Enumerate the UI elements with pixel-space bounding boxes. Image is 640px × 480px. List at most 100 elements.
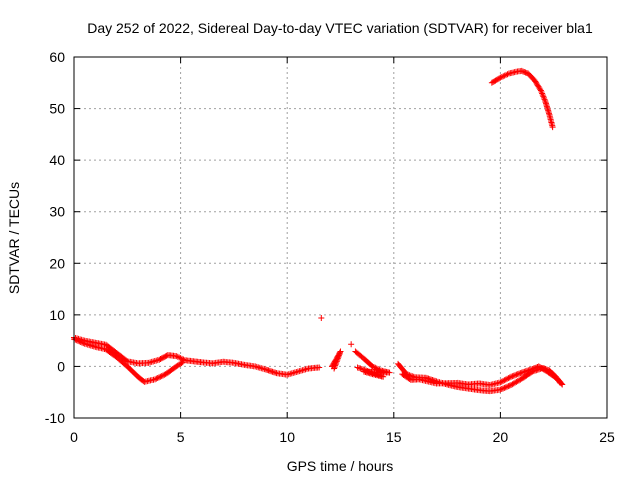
data-point [357, 365, 364, 372]
data-point [157, 373, 164, 380]
data-point [510, 372, 517, 379]
data-point [178, 360, 185, 367]
data-point [73, 337, 80, 344]
data-point [540, 94, 547, 101]
axes [73, 56, 608, 419]
y-tick-label: 50 [49, 101, 65, 117]
data-point [539, 90, 546, 97]
data-point [522, 69, 529, 76]
x-axis-ticks: 0 5 10 15 20 25 [70, 57, 615, 445]
data-point [74, 337, 81, 344]
data-point [336, 351, 343, 358]
data-point [540, 93, 547, 100]
data-point [368, 369, 375, 376]
data-point [335, 352, 342, 359]
data-point [369, 363, 376, 370]
data-point [332, 361, 339, 368]
data-series [71, 67, 566, 395]
outlier-point [348, 341, 355, 348]
data-point [374, 371, 381, 378]
y-axis-label: SDTVAR / TECUs [6, 182, 22, 294]
x-tick-label: 10 [279, 429, 295, 445]
data-point [531, 364, 538, 371]
y-tick-label: 30 [49, 204, 65, 220]
data-point [378, 373, 385, 380]
data-point [177, 355, 184, 362]
data-point [502, 384, 509, 391]
data-point [370, 364, 377, 371]
data-point [498, 73, 505, 80]
data-point [76, 338, 83, 345]
y-axis-ticks: -10 0 10 20 30 40 50 60 [45, 49, 607, 426]
x-tick-label: 5 [177, 429, 185, 445]
data-point [519, 68, 526, 75]
data-point [500, 377, 507, 384]
data-point [335, 354, 342, 361]
y-tick-label: 40 [49, 152, 65, 168]
data-point [508, 373, 515, 380]
data-point [505, 383, 512, 390]
data-point [174, 353, 181, 360]
data-point [509, 373, 516, 380]
data-point [516, 370, 523, 377]
data-point [537, 86, 544, 93]
data-point [537, 87, 544, 94]
plot-frame [73, 56, 608, 419]
data-point [538, 88, 545, 95]
y-tick-label: 0 [57, 358, 65, 374]
data-point [367, 369, 374, 376]
data-point [371, 370, 378, 377]
data-point [501, 384, 508, 391]
data-point [173, 353, 180, 360]
data-point [372, 364, 379, 371]
data-point [505, 375, 512, 382]
x-tick-label: 25 [599, 429, 615, 445]
data-point [364, 368, 371, 375]
data-point [497, 379, 504, 386]
data-point [78, 339, 85, 346]
data-point [513, 371, 520, 378]
chart-title: Day 252 of 2022, Sidereal Day-to-day VTE… [87, 20, 593, 36]
outlier-point [318, 314, 325, 321]
data-point [333, 359, 340, 366]
data-point [332, 362, 339, 369]
data-point [521, 68, 528, 75]
data-point [406, 376, 413, 383]
data-point [375, 372, 382, 379]
data-point [501, 72, 508, 79]
data-point [354, 364, 361, 371]
data-point [496, 75, 503, 82]
data-point [498, 378, 505, 385]
data-point [370, 370, 377, 377]
data-point [380, 373, 387, 380]
data-point [506, 382, 513, 389]
data-point [373, 365, 380, 372]
data-point [377, 372, 384, 379]
y-tick-label: -10 [45, 410, 65, 426]
data-point [559, 381, 566, 388]
x-tick-label: 20 [493, 429, 509, 445]
data-point [80, 340, 87, 347]
y-tick-label: 20 [49, 255, 65, 271]
data-point [497, 74, 504, 81]
data-point [558, 380, 565, 387]
data-point [500, 385, 507, 392]
data-point [518, 67, 525, 74]
data-point [333, 358, 340, 365]
data-point [334, 355, 341, 362]
data-point [363, 367, 370, 374]
data-point [337, 348, 344, 355]
data-point [316, 364, 323, 371]
data-point [365, 368, 372, 375]
data-point [179, 355, 186, 362]
data-point [179, 359, 186, 366]
x-axis-label: GPS time / hours [287, 458, 394, 474]
data-point [500, 73, 507, 80]
data-point [503, 71, 510, 78]
data-point [539, 91, 546, 98]
grid-lines [74, 57, 607, 418]
x-tick-label: 15 [386, 429, 402, 445]
data-point [180, 356, 187, 363]
data-point [154, 375, 161, 382]
